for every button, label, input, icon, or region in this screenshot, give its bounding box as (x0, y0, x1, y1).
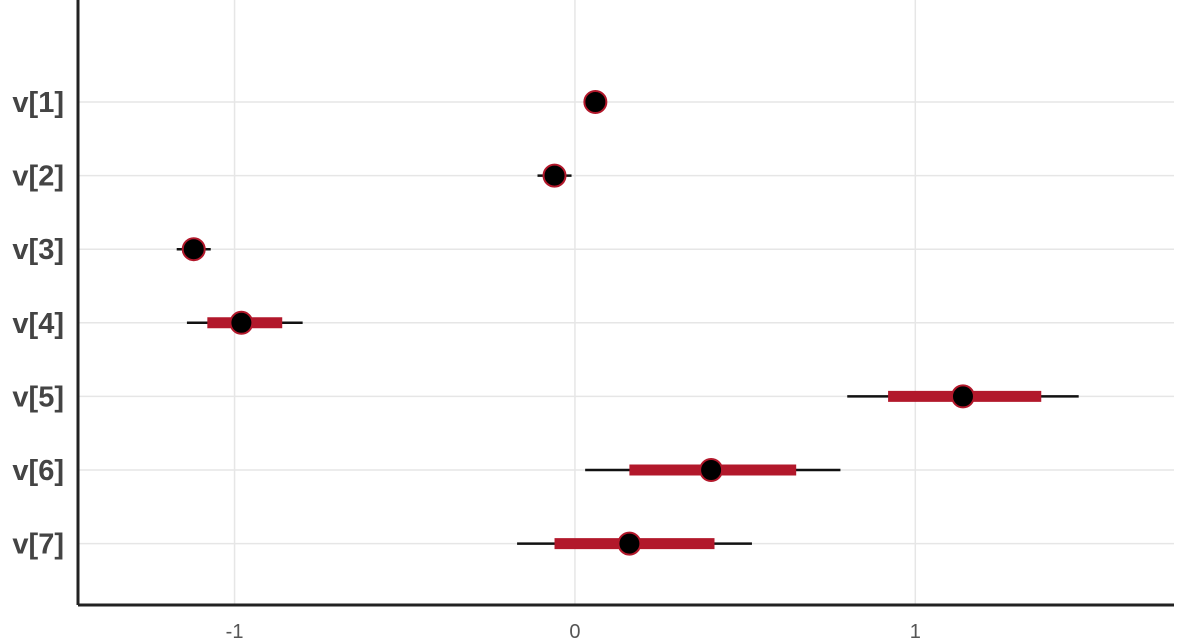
point-estimate (699, 458, 724, 482)
point-estimate (542, 163, 567, 188)
parameter-row (585, 458, 841, 482)
parameter-row (176, 237, 211, 262)
point-estimate (583, 90, 608, 114)
parameter-row (847, 384, 1079, 409)
y-tick-label: v[2] (12, 161, 64, 193)
y-tick-label: v[5] (12, 381, 64, 413)
parameter-row (186, 310, 303, 335)
point-estimate (229, 310, 254, 335)
y-tick-label: v[3] (12, 234, 64, 266)
point-estimate (617, 531, 642, 556)
parameter-row (583, 90, 608, 114)
y-tick-label: v[4] (12, 308, 64, 340)
y-tick-label: v[6] (12, 455, 64, 487)
grid-layer (78, 0, 1174, 605)
x-tick-label: -1 (226, 621, 244, 642)
parameter-row (517, 531, 752, 556)
y-tick-label: v[1] (12, 87, 64, 119)
y-tick-label: v[7] (12, 529, 64, 561)
parameter-row (537, 163, 572, 188)
point-estimate (181, 237, 206, 262)
label-layer: -1 0 1 v[1] v[2] v[3] v[4] v[5] v[6] v[7] (12, 87, 920, 642)
interval-layer (176, 90, 1079, 556)
x-tick-label: 1 (910, 621, 921, 642)
point-estimate (950, 384, 975, 409)
x-tick-label: 0 (569, 621, 580, 642)
axis-layer (76, 0, 1174, 607)
